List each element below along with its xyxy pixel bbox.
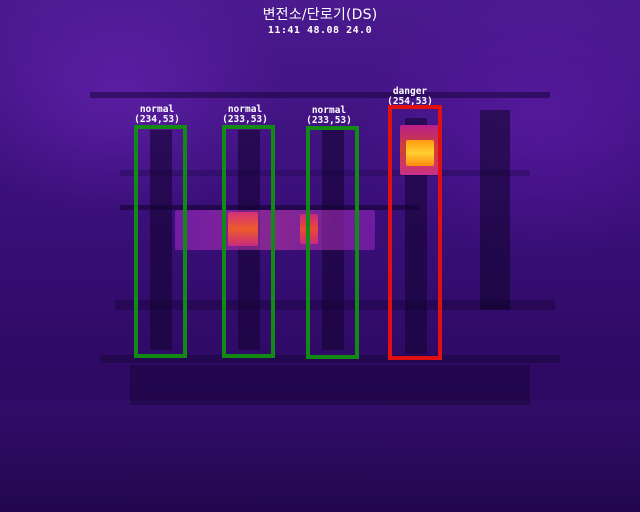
detection-status-2: normal: [227, 104, 263, 115]
detection-value-4: (254,53): [387, 96, 433, 107]
detection-box-normal-1: [134, 125, 187, 358]
detection-label-4: danger (254,53): [370, 87, 450, 107]
detection-label-1: normal (234,53): [117, 105, 197, 125]
detection-status-4: danger: [392, 86, 428, 97]
detection-box-normal-3: [306, 126, 359, 359]
detection-value-3: (233,53): [306, 115, 352, 126]
camera-title: 변전소/단로기(DS): [262, 7, 378, 23]
detection-value-1: (234,53): [134, 114, 180, 125]
detection-label-2: normal (233,53): [205, 105, 285, 125]
time-temperature-readout: 11:41 48.08 24.0: [267, 25, 373, 36]
detection-value-2: (233,53): [222, 114, 268, 125]
detection-status-3: normal: [311, 105, 347, 116]
detection-label-3: normal (233,53): [289, 106, 369, 126]
detection-status-1: normal: [139, 104, 175, 115]
detection-box-danger: [388, 105, 442, 360]
detection-box-normal-2: [222, 125, 275, 358]
